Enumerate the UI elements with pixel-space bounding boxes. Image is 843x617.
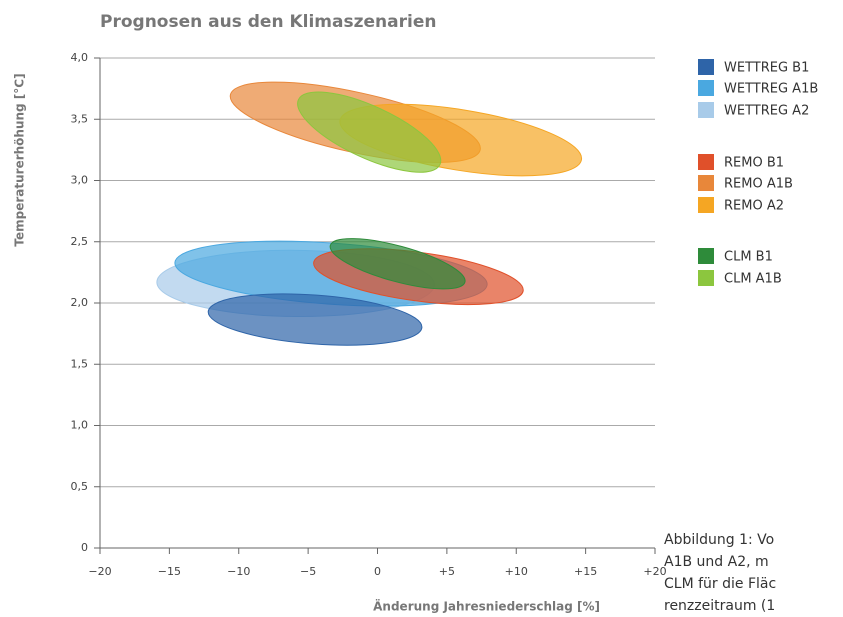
y-tick-label: 4,0 [71,51,89,64]
legend-swatch [698,80,714,96]
caption-line: A1B und A2, m [664,554,769,570]
x-tick-label: −5 [300,565,316,578]
y-tick-label: 3,0 [71,174,89,187]
caption-line: Abbildung 1: Vo [664,532,774,548]
legend-label: REMO B1 [724,156,784,171]
x-tick-label: 0 [374,565,381,578]
y-tick-label: 3,5 [71,112,89,125]
y-tick-label: 1,5 [71,357,89,370]
legend-label: REMO A1B [724,177,793,192]
scenario-ellipse [329,238,466,290]
x-tick-label: +15 [574,565,597,578]
y-axis-title: Temperaturerhöhung [°C] [13,73,27,246]
legend-swatch [698,270,714,286]
y-tick-label: 2,0 [71,296,89,309]
legend-label: CLM B1 [724,250,773,265]
scenario-ellipse [207,293,423,346]
legend-label: WETTREG A1B [724,82,818,97]
y-tick-label: 0 [81,541,88,554]
x-tick-label: +10 [505,565,528,578]
legend-swatch [698,59,714,75]
legend-swatch [698,102,714,118]
legend-label: WETTREG A2 [724,104,809,119]
legend-label: CLM A1B [724,272,782,287]
x-tick-label: +5 [439,565,455,578]
legend-swatch [698,197,714,213]
scenario-ellipse [297,91,442,173]
x-axis-title: Änderung Jahresniederschlag [%] [373,599,600,614]
chart-title: Prognosen aus den Klimaszenarien [100,12,436,32]
caption-line: renzzeitraum (1 [664,598,775,614]
y-tick-label: 0,5 [71,480,89,493]
legend-swatch [698,248,714,264]
x-tick-label: −15 [158,565,181,578]
x-tick-label: +20 [643,565,666,578]
x-tick-label: −20 [88,565,111,578]
legend-swatch [698,154,714,170]
y-tick-label: 1,0 [71,419,89,432]
legend-label: WETTREG B1 [724,61,809,76]
legend-label: REMO A2 [724,199,784,214]
y-tick-label: 2,5 [71,235,89,248]
x-tick-label: −10 [227,565,250,578]
legend-swatch [698,175,714,191]
caption-line: CLM für die Fläc [664,576,776,592]
